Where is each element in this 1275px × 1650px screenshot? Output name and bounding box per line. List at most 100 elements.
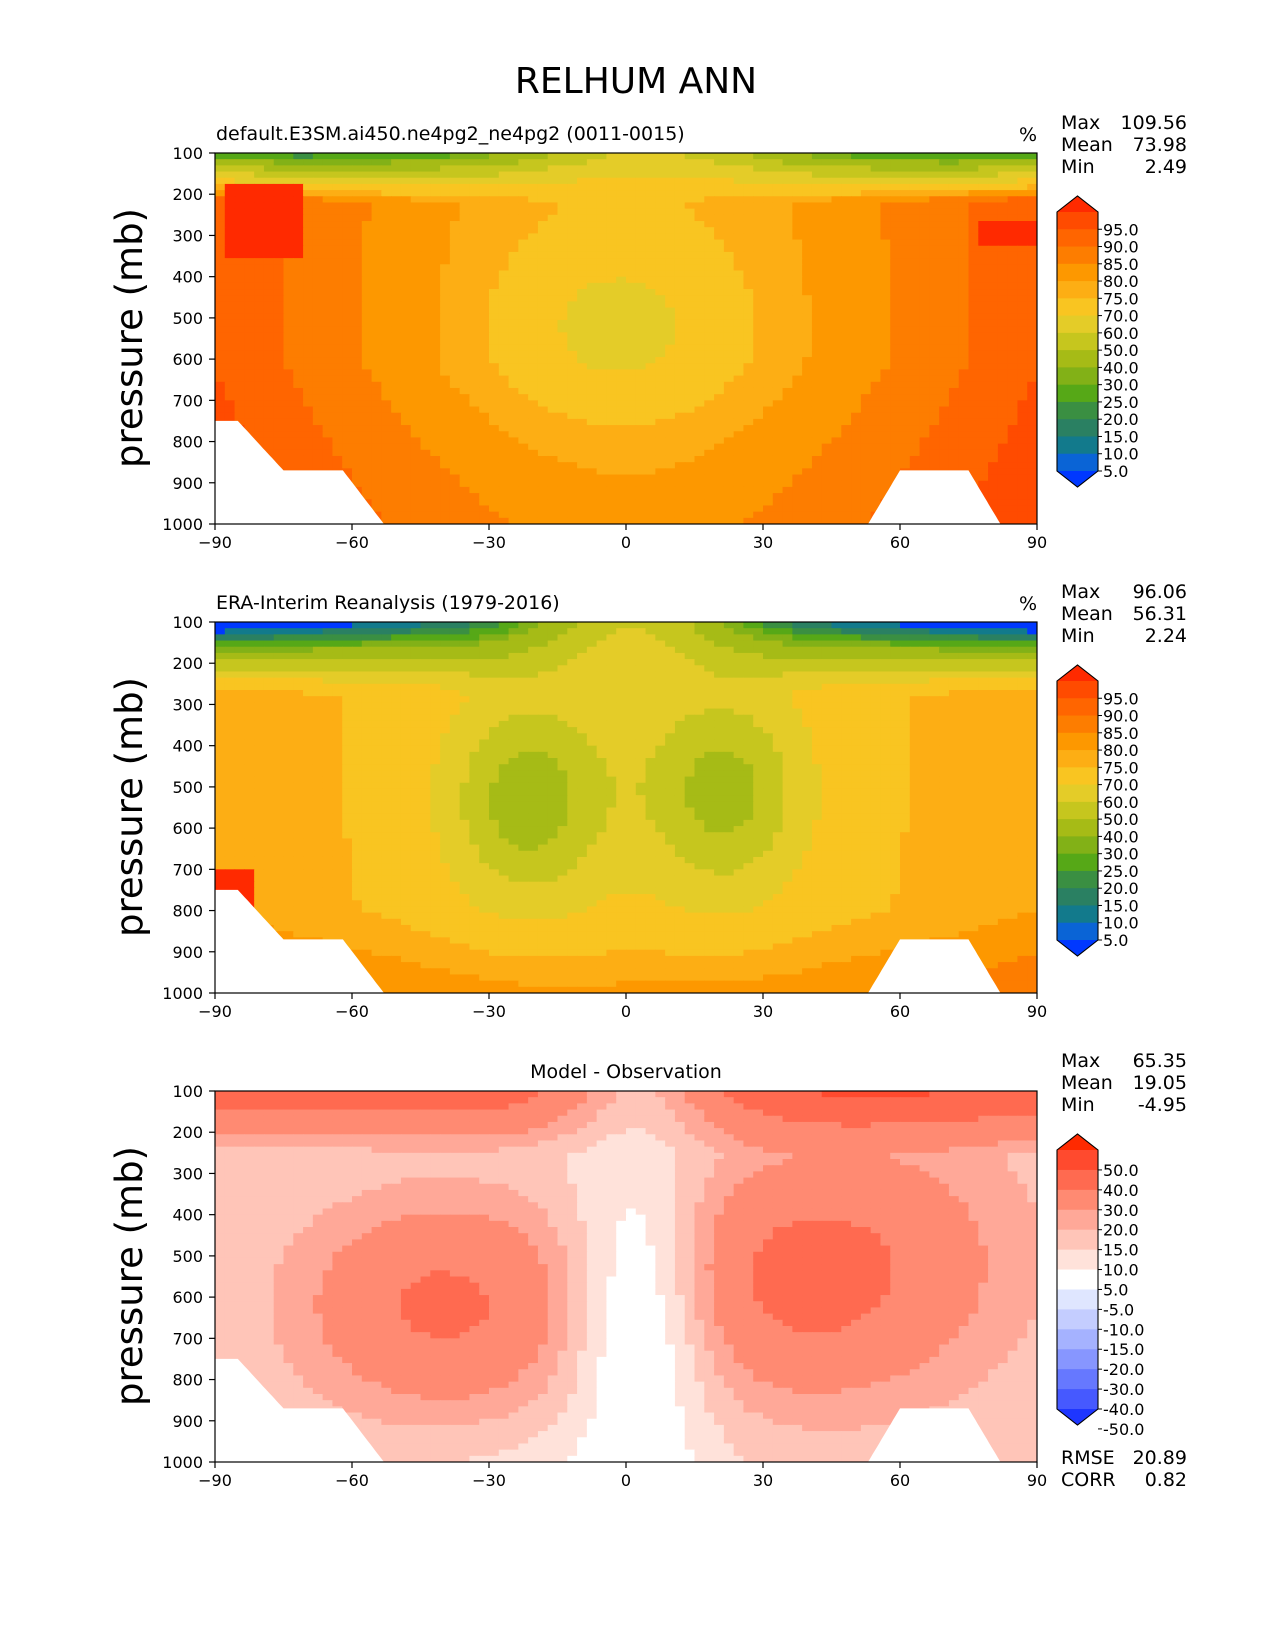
contour-cell <box>860 326 872 333</box>
contour-cell <box>880 412 891 420</box>
contour-cell <box>391 295 402 302</box>
contour-cell <box>577 177 588 185</box>
contour-cell <box>909 387 921 395</box>
contour-cell <box>489 289 500 296</box>
contour-cell <box>655 511 666 519</box>
contour-cell <box>1017 159 1028 166</box>
contour-cell <box>528 400 539 408</box>
contour-cell <box>498 282 510 290</box>
contour-cell <box>1027 276 1037 284</box>
contour-cell <box>997 449 1009 457</box>
contour-cell <box>303 276 314 284</box>
contour-cell <box>988 443 999 451</box>
contour-cell <box>821 208 833 216</box>
contour-cell <box>537 480 549 488</box>
contour-cell <box>361 190 373 197</box>
contour-cell <box>1027 505 1037 513</box>
contour-cell <box>361 418 373 426</box>
contour-cell <box>430 406 441 414</box>
contour-cell <box>674 357 686 364</box>
contour-cell <box>694 418 705 426</box>
contour-cell <box>410 165 422 173</box>
contour-cell <box>988 468 999 476</box>
contour-cell <box>479 208 490 216</box>
contour-cell <box>821 301 833 309</box>
contour-cell <box>821 381 833 389</box>
contour-cell <box>616 357 627 364</box>
contour-cell <box>851 165 862 173</box>
contour-cell <box>851 443 862 451</box>
contour-cell <box>821 493 833 500</box>
contour-cell <box>714 449 725 457</box>
contour-cell <box>1027 221 1037 228</box>
contour-cell <box>919 319 930 327</box>
contour-cell <box>821 295 833 302</box>
contour-cell <box>792 276 803 284</box>
contour-cell <box>449 227 461 234</box>
contour-cell <box>557 171 568 179</box>
contour-cell <box>997 153 1009 160</box>
contour-cell <box>440 480 451 488</box>
contour-cell <box>782 332 793 340</box>
contour-cell <box>606 177 617 185</box>
contour-cell <box>870 227 882 234</box>
contour-cell <box>772 258 784 265</box>
contour-cell <box>694 406 705 414</box>
contour-cell <box>743 511 754 519</box>
contour-cell <box>919 443 930 451</box>
contour-cell <box>635 369 647 377</box>
contour-cell <box>811 221 823 228</box>
contour-cell <box>410 462 422 469</box>
contour-cell <box>948 394 960 401</box>
contour-cell <box>792 486 803 494</box>
contour-cell <box>733 227 745 234</box>
contour-cell <box>410 276 422 284</box>
contour-cell <box>1027 214 1037 222</box>
contour-cell <box>997 493 1009 500</box>
contour-cell <box>440 363 451 371</box>
contour-cell <box>792 363 803 371</box>
contour-cell <box>518 462 529 469</box>
contour-cell <box>283 233 294 241</box>
contour-cell <box>763 214 774 222</box>
contour-cell <box>1027 406 1037 414</box>
contour-cell <box>880 251 891 259</box>
contour-cell <box>988 350 999 358</box>
contour-cell <box>968 369 979 377</box>
contour-cell <box>880 418 891 426</box>
contour-cell <box>283 449 294 457</box>
contour-cell <box>655 251 666 259</box>
contour-cell <box>234 165 245 173</box>
contour-cell <box>381 338 392 346</box>
contour-cell <box>567 443 578 451</box>
contour-cell <box>763 227 774 234</box>
contour-cell <box>440 159 451 166</box>
contour-cell <box>743 474 754 482</box>
contour-cell <box>919 431 930 439</box>
contour-cell <box>841 276 852 284</box>
contour-cell <box>254 258 265 265</box>
contour-cell <box>635 468 647 476</box>
contour-cell <box>626 258 637 265</box>
contour-cell <box>626 455 637 463</box>
contour-cell <box>303 394 314 401</box>
contour-cell <box>900 214 911 222</box>
contour-cell <box>782 190 793 197</box>
contour-cell <box>224 282 236 290</box>
contour-cell <box>430 196 441 204</box>
contour-cell <box>939 221 950 228</box>
contour-cell <box>577 499 588 507</box>
contour-cell <box>273 431 285 439</box>
contour-cell <box>870 474 882 482</box>
contour-cell <box>665 375 676 383</box>
contour-cell <box>684 159 696 166</box>
contour-cell <box>655 400 666 408</box>
contour-cell <box>997 326 1009 333</box>
contour-cell <box>645 245 656 253</box>
contour-cell <box>371 437 382 445</box>
contour-cell <box>518 196 529 204</box>
contour-cell <box>900 412 911 420</box>
contour-cell <box>694 159 705 166</box>
contour-cell <box>733 511 745 519</box>
contour-cell <box>577 239 588 247</box>
